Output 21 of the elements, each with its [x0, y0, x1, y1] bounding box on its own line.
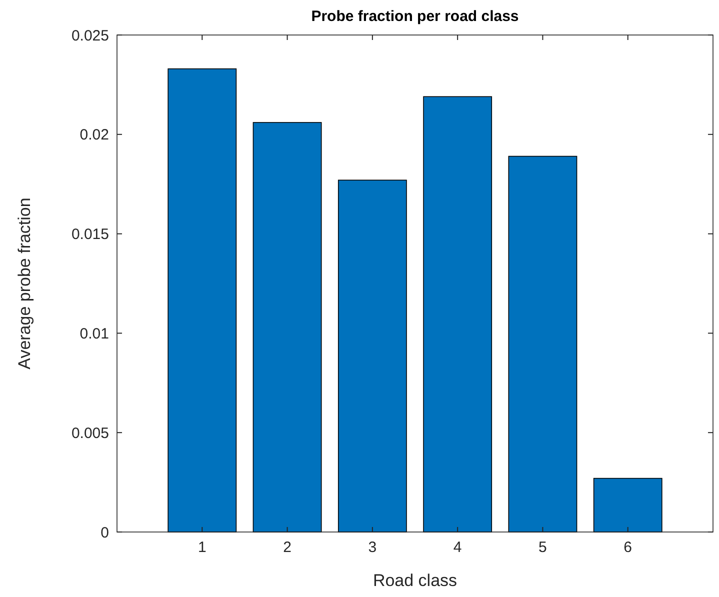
- bar: [168, 68, 237, 532]
- x-tick-label: 1: [198, 539, 206, 556]
- y-tick-label: 0.02: [80, 126, 109, 144]
- bar: [338, 180, 407, 532]
- x-tick-label: 4: [453, 539, 462, 556]
- x-tick-label: 6: [624, 539, 632, 556]
- y-tick-label: 0.01: [80, 325, 109, 342]
- x-tick-label: 2: [283, 539, 292, 556]
- bar: [508, 156, 578, 532]
- x-tick-label: 5: [538, 539, 547, 556]
- y-tick-label: 0: [100, 524, 109, 542]
- y-tick-label: 0.005: [71, 424, 109, 442]
- x-axis-title: Road class: [372, 571, 458, 590]
- chart-title: Probe fraction per road class: [311, 8, 519, 25]
- y-tick-label: 0.025: [71, 27, 109, 44]
- y-tick-label: 0.015: [71, 226, 109, 244]
- bar: [423, 96, 492, 532]
- bar: [593, 478, 662, 532]
- y-axis-title: Average probe fraction: [15, 198, 34, 370]
- x-tick-label: 3: [368, 539, 377, 556]
- bar: [252, 122, 322, 532]
